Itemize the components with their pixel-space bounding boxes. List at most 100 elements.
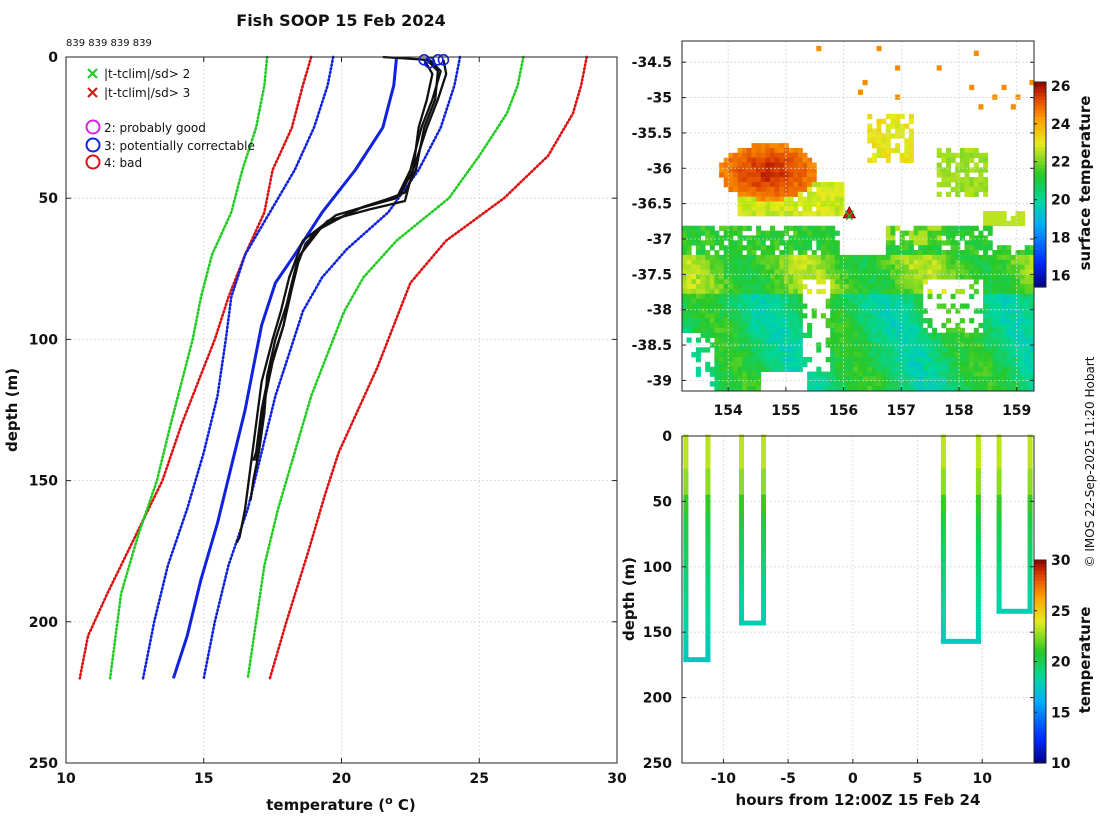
sst-cell — [834, 381, 840, 387]
sst-cell — [969, 347, 975, 353]
cast-sample — [739, 518, 744, 522]
sst-cell — [848, 386, 854, 392]
sst-cell — [987, 386, 993, 392]
sst-cell — [922, 250, 928, 256]
sst-cell — [871, 332, 877, 338]
sst-cell — [714, 322, 720, 329]
sst-cell — [964, 240, 970, 246]
sst-cell — [770, 313, 776, 319]
sst-cell — [779, 196, 785, 202]
sst-cell — [918, 298, 924, 304]
cast-sample — [683, 531, 689, 535]
sst-cell — [779, 337, 785, 343]
sst-cell — [1029, 269, 1035, 275]
map-lon-tick-label: 157 — [887, 403, 916, 419]
sst-cell — [913, 332, 919, 338]
sst-cell — [881, 264, 887, 270]
sst-cell — [876, 337, 882, 343]
sst-cell — [844, 352, 850, 358]
sst-cell — [746, 240, 752, 246]
cast-sample — [761, 581, 766, 585]
sst-cell — [719, 318, 725, 324]
sst-cell — [788, 318, 794, 324]
sst-cell — [969, 230, 975, 236]
cast-sample — [705, 452, 711, 456]
sst-cell — [779, 342, 785, 348]
sst-cell — [908, 313, 914, 319]
sst-cell — [885, 366, 891, 372]
cast-sample — [1027, 450, 1033, 454]
sst-cell — [751, 167, 757, 173]
cast-sample — [1027, 497, 1033, 501]
sst-colorbar-segment — [1034, 150, 1046, 155]
sst-cell — [862, 361, 868, 368]
cast-sample — [975, 507, 981, 511]
sst-cell — [890, 274, 896, 280]
sst-cell — [756, 162, 762, 168]
sst-cell — [1001, 303, 1007, 309]
sst-cell — [969, 269, 975, 275]
map-lat-tick-label: -34.5 — [632, 55, 672, 71]
sst-cell — [1020, 386, 1026, 392]
sst-cell — [1029, 308, 1035, 314]
sst-cell — [848, 288, 854, 295]
cast-sample — [996, 536, 1002, 540]
sst-cell — [895, 361, 901, 368]
sst-cell — [964, 376, 970, 382]
sst-cell — [760, 352, 766, 358]
sst-cell — [881, 288, 887, 295]
sst-cell — [830, 361, 836, 368]
sst-cell — [987, 245, 993, 251]
sst-cell — [816, 182, 822, 188]
sst-cell — [705, 230, 711, 236]
sst-cell — [853, 347, 859, 353]
sst-cell — [783, 313, 789, 319]
cast-sample — [683, 562, 689, 566]
cast-sample — [1027, 575, 1033, 579]
sst-cell — [871, 381, 877, 387]
sst-cell — [1020, 327, 1026, 334]
sst-cell — [820, 264, 826, 270]
sst-cell — [807, 357, 813, 363]
sst-cell — [987, 269, 993, 275]
sst-cell — [719, 259, 725, 266]
sst-cell — [770, 230, 776, 236]
temp-colorbar-segment — [1034, 695, 1046, 700]
sst-cell — [770, 240, 776, 246]
temp-colorbar-segment — [1034, 685, 1046, 690]
sst-cell — [1020, 313, 1026, 319]
sst-cell — [848, 279, 854, 285]
sst-cell — [858, 371, 864, 377]
cast-sample — [975, 562, 981, 566]
cast-sample — [683, 633, 689, 637]
sst-cell — [728, 225, 734, 231]
sst-cell — [1015, 288, 1021, 295]
sst-cell — [723, 259, 729, 266]
sst-cell — [950, 259, 956, 266]
sst-cell — [955, 177, 961, 183]
sst-cell — [853, 288, 859, 295]
sst-cell — [996, 352, 1002, 358]
sst-cell — [839, 361, 845, 368]
cast-sample — [761, 442, 766, 446]
cast-sample — [761, 463, 766, 467]
sst-cell — [756, 147, 762, 154]
sst-cell — [899, 347, 905, 353]
sst-cell — [783, 332, 789, 338]
sst-cell — [1024, 318, 1030, 324]
sst-cell — [1015, 361, 1021, 368]
sst-cell — [728, 352, 734, 358]
sst-cell — [788, 357, 794, 363]
temp-colorbar-segment — [1034, 688, 1046, 693]
sst-cell — [867, 352, 873, 358]
sst-cell — [797, 342, 803, 348]
sst-cell — [1001, 279, 1007, 285]
cast-sample — [683, 539, 689, 543]
sst-cell — [876, 357, 882, 363]
sst-cell — [788, 191, 794, 197]
sst-cell — [1001, 293, 1007, 300]
sst-cell — [848, 366, 854, 372]
sst-cell — [839, 269, 845, 275]
sst-cell — [904, 288, 910, 295]
sst-cell — [807, 332, 813, 338]
